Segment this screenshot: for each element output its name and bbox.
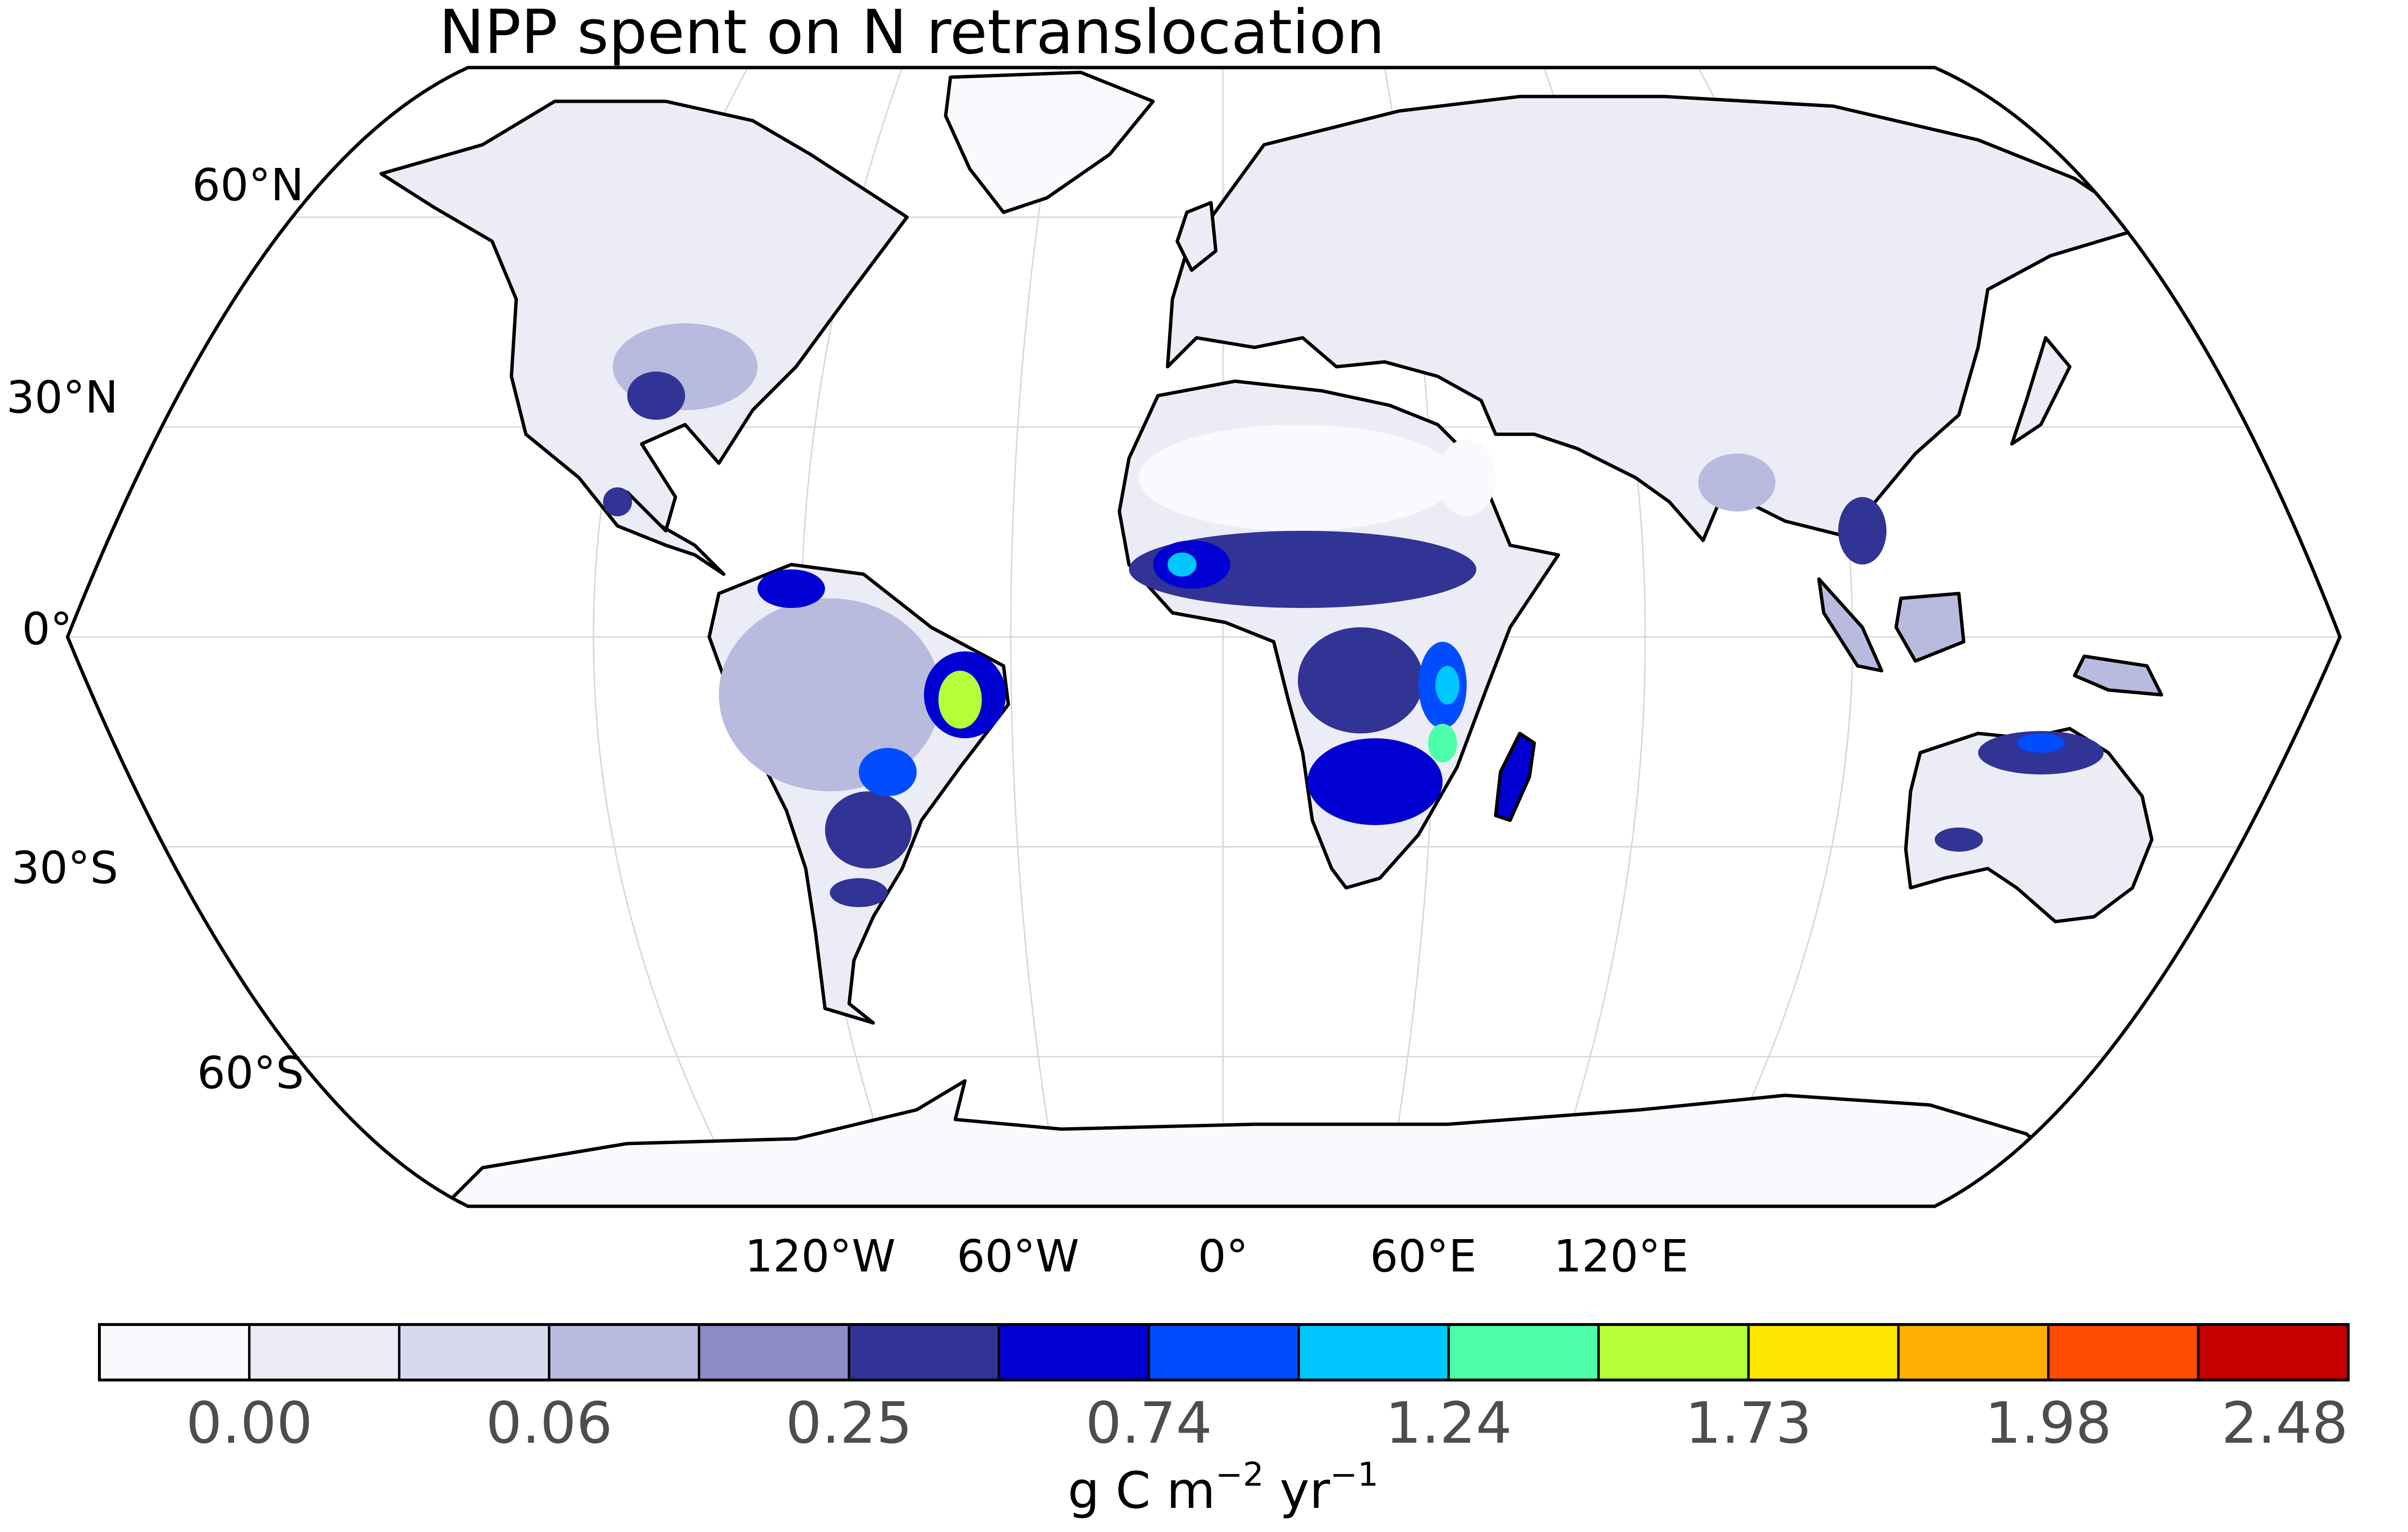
globe-outline bbox=[66, 66, 2342, 1208]
colorbar-tick-label: 1.24 bbox=[1385, 1390, 1512, 1456]
colorbar-swatch-13 bbox=[2047, 1323, 2200, 1381]
se-usa-zone bbox=[627, 372, 685, 420]
plata-zone bbox=[830, 878, 888, 907]
orinoco-zone bbox=[757, 569, 825, 608]
japan-land bbox=[2010, 336, 2072, 446]
lat-label-60n: 60°N bbox=[192, 159, 304, 211]
colorbar-tick-label: 0.00 bbox=[186, 1390, 313, 1456]
colorbar-swatch-6 bbox=[997, 1323, 1150, 1381]
value-field bbox=[603, 323, 2104, 907]
indochina-zone bbox=[1838, 497, 1886, 565]
greenland-land bbox=[944, 70, 1155, 214]
colorbar-tick-label: 0.06 bbox=[486, 1390, 613, 1456]
colorbar-tick-labels: 0.00 0.06 0.25 0.74 1.24 1.73 1.98 2.48 bbox=[186, 1390, 2348, 1456]
lon-label-60w: 60°W bbox=[957, 1230, 1079, 1282]
lat-label-30s: 30°S bbox=[12, 842, 118, 894]
latitude-labels: 60°N 30°N 0° 30°S 60°S bbox=[6, 159, 304, 1099]
uk-land bbox=[1175, 201, 1218, 272]
new-zealand-land bbox=[2198, 900, 2260, 977]
lat-label-30n: 30°N bbox=[6, 372, 118, 423]
colorbar-tick-label: 1.73 bbox=[1685, 1390, 1812, 1456]
colorbar-swatch-8 bbox=[1297, 1323, 1450, 1381]
west-africa-core bbox=[1168, 552, 1197, 577]
longitude-labels: 120°W 60°W 0° 60°E 120°E bbox=[745, 1230, 1689, 1282]
colorbar-tick-label: 0.25 bbox=[785, 1390, 912, 1456]
colorbar-tick-label: 1.98 bbox=[1985, 1390, 2112, 1456]
australia-north-core bbox=[2017, 733, 2065, 753]
lon-label-120w: 120°W bbox=[745, 1230, 896, 1282]
lon-label-120e: 120°E bbox=[1554, 1230, 1689, 1282]
brazil-east-core bbox=[938, 671, 982, 729]
colorbar-units: g C m−2 yr−1 bbox=[1068, 1456, 1378, 1520]
lon-label-60e: 60°E bbox=[1370, 1230, 1476, 1282]
sahara-low-zone bbox=[1139, 425, 1457, 531]
mexico-zone bbox=[603, 487, 632, 516]
brazil-central-zone bbox=[859, 748, 917, 796]
amazon-zone bbox=[719, 598, 941, 791]
australia-mid-zone bbox=[1935, 828, 1983, 852]
colorbar-swatch-1 bbox=[248, 1323, 400, 1381]
new-guinea-land bbox=[2073, 654, 2163, 697]
lat-label-60s: 60°S bbox=[197, 1047, 304, 1099]
lat-label-0: 0° bbox=[22, 603, 72, 655]
india-zone bbox=[1698, 454, 1775, 511]
colorbar-swatch-7 bbox=[1147, 1323, 1300, 1381]
east-africa-core bbox=[1435, 666, 1459, 704]
southern-africa-zone bbox=[1307, 738, 1443, 825]
sumatra-land bbox=[1817, 577, 1884, 673]
colorbar-tick-label: 0.74 bbox=[1086, 1390, 1212, 1456]
madagascar-land bbox=[1494, 731, 1536, 822]
colorbar-tick-label: 2.48 bbox=[2221, 1390, 2348, 1456]
colorbar-swatch-10 bbox=[1597, 1323, 1750, 1381]
colorbar-swatch-9 bbox=[1447, 1323, 1600, 1381]
central-africa-zone bbox=[1298, 627, 1423, 733]
colorbar-frame bbox=[98, 1323, 2350, 1381]
brazil-south-zone bbox=[825, 791, 912, 869]
colorbar-swatch-4 bbox=[698, 1323, 851, 1381]
colorbar-swatches bbox=[98, 1323, 2350, 1381]
colorbar: 0.00 0.06 0.25 0.74 1.24 1.73 1.98 2.48 g C m−2… bbox=[98, 1323, 2350, 1520]
borneo-land bbox=[1894, 592, 1966, 663]
colorbar-swatch-14 bbox=[2197, 1323, 2350, 1381]
map-panel bbox=[66, 66, 2342, 1208]
colorbar-swatch-11 bbox=[1747, 1323, 1900, 1381]
colorbar-swatch-0 bbox=[98, 1323, 251, 1381]
colorbar-swatch-3 bbox=[548, 1323, 701, 1381]
arabia-low-zone bbox=[1438, 439, 1496, 516]
map-title: NPP spent on N retranslocation bbox=[439, 0, 1385, 68]
mozambique-core bbox=[1428, 724, 1457, 762]
lon-label-0: 0° bbox=[1198, 1230, 1249, 1282]
colorbar-swatch-2 bbox=[398, 1323, 550, 1381]
colorbar-swatch-5 bbox=[848, 1323, 1000, 1381]
colorbar-swatch-12 bbox=[1897, 1323, 2050, 1381]
